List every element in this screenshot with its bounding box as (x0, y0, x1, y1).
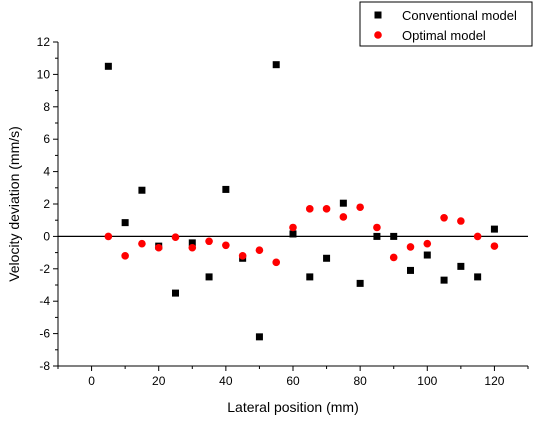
conventional-model-point (222, 185, 230, 193)
optimal-model-point (423, 239, 432, 248)
conventional-model-point (188, 239, 196, 247)
x-tick-label: 60 (286, 374, 300, 388)
optimal-model-point (205, 237, 213, 246)
optimal-model-point (121, 252, 129, 260)
x-tick-label: 120 (484, 374, 504, 388)
optimal-model-point (457, 217, 465, 225)
conventional-model-point (272, 61, 280, 69)
optimal-model-point (154, 243, 163, 252)
conventional-model-point (457, 262, 465, 270)
y-tick-label: 12 (37, 35, 51, 49)
optimal-model-point (104, 232, 113, 241)
x-tick-label: 100 (417, 374, 437, 388)
y-tick-label: 6 (43, 132, 50, 146)
x-tick-label: 20 (152, 374, 166, 388)
optimal-model-point (322, 205, 331, 213)
conventional-model-point (474, 273, 482, 281)
conventional-model-point (373, 232, 381, 240)
optimal-model-point (138, 239, 146, 248)
optimal-model-point (255, 246, 264, 254)
optimal-model-point (473, 232, 482, 241)
optimal-model-point (490, 242, 499, 250)
conventional-model-point (172, 289, 179, 297)
optimal-model-point (238, 252, 247, 260)
conventional-model-point (306, 273, 314, 281)
legend-label: Conventional model (402, 8, 517, 23)
optimal-model-point (373, 223, 381, 232)
y-tick-label: -8 (39, 359, 50, 373)
optimal-model-point (305, 205, 314, 213)
x-tick-label: 40 (219, 374, 233, 388)
conventional-model-point (289, 230, 297, 238)
x-tick-label: 80 (353, 374, 367, 388)
optimal-model-point (289, 223, 297, 232)
optimal-model-point (339, 213, 348, 221)
conventional-model-point (407, 266, 414, 274)
optimal-model-point (188, 243, 197, 252)
conventional-model-point (490, 225, 498, 233)
x-tick-label: 0 (88, 374, 95, 388)
y-tick-label: 0 (43, 229, 50, 243)
legend-marker-square (374, 11, 382, 19)
conventional-model-point (138, 186, 146, 194)
y-tick-label: 4 (43, 165, 50, 179)
conventional-model-point (104, 62, 112, 70)
legend-label: Optimal model (402, 28, 486, 43)
conventional-model-point (440, 276, 448, 284)
optimal-model-point (222, 241, 230, 250)
optimal-model-point (389, 253, 398, 262)
data-points (104, 61, 499, 341)
legend-box (359, 1, 533, 47)
y-tick-label: 8 (43, 100, 50, 114)
y-tick-label: -6 (39, 327, 50, 341)
legend: Conventional model Optimal model (359, 1, 533, 47)
conventional-model-point (323, 254, 331, 262)
conventional-model-point (255, 333, 263, 341)
y-tick-label: 10 (37, 67, 51, 81)
x-axis-title: Lateral position (mm) (227, 399, 359, 415)
conventional-model-point (423, 251, 431, 259)
conventional-model-point (390, 232, 398, 240)
y-tick-label: 2 (43, 197, 50, 211)
legend-marker-circle (374, 31, 382, 39)
conventional-model-point (205, 273, 213, 281)
conventional-model-point (339, 199, 347, 207)
optimal-model-point (356, 203, 364, 212)
y-tick-label: -2 (39, 262, 50, 276)
conventional-model-point (356, 279, 364, 287)
optimal-model-point (406, 243, 415, 251)
optimal-model-point (272, 258, 281, 267)
optimal-model-point (171, 233, 180, 242)
optimal-model-point (440, 213, 448, 222)
y-axis-title: Velocity deviation (mm/s) (6, 126, 22, 282)
conventional-model-point (121, 219, 129, 227)
y-tick-label: -4 (39, 294, 50, 308)
